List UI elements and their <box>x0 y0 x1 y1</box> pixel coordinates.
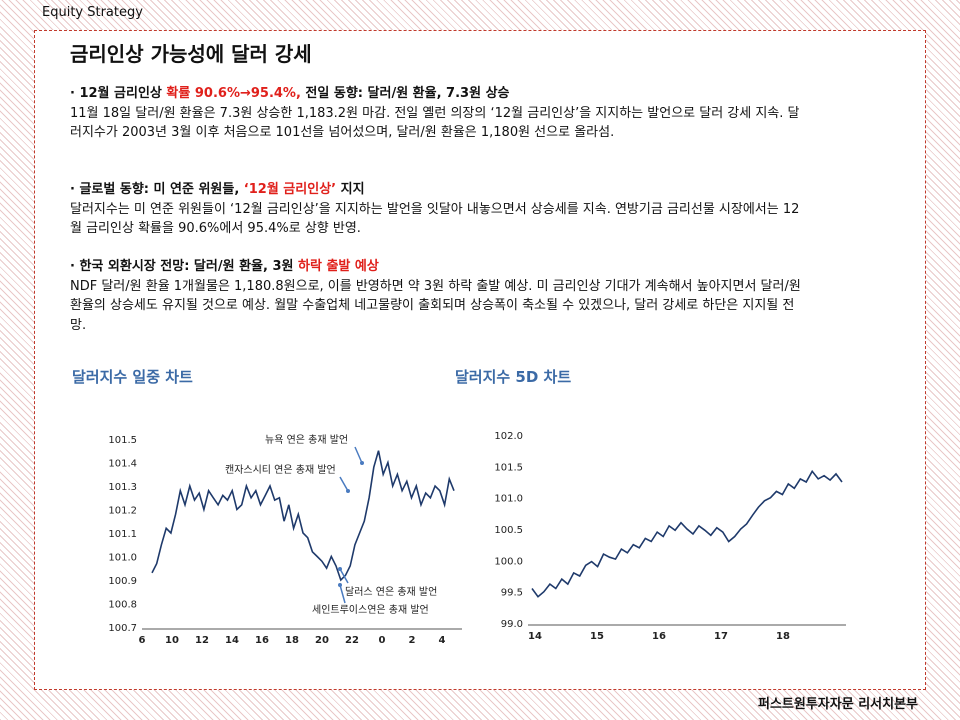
section-1-heading: · 12월 금리인상 확률 90.6%→95.4%, 전일 동향: 달러/원 환… <box>70 84 810 104</box>
chart-1-ytick: 101.3 <box>108 482 137 493</box>
chart-2-xtick: 16 <box>652 631 666 642</box>
chart-2-ytick: 102.0 <box>494 431 523 442</box>
chart-1-annotation-arrow <box>339 476 349 492</box>
section-2: · 글로벌 동향: 미 연준 위원들, ‘12월 금리인상’ 지지 달러지수는 … <box>70 180 810 239</box>
intraday-chart: 101.5 101.4 101.3 101.2 101.1 101.0 100.9 100.8… <box>108 434 462 646</box>
chart-1-ytick: 100.7 <box>108 623 137 634</box>
chart-1-annotation-arrowhead <box>346 489 350 493</box>
section-1-heading-red: 확률 90.6%→95.4%, <box>166 86 301 101</box>
chart-1-annotation-arrow <box>354 446 363 464</box>
five-day-chart: 102.0 101.5 101.0 100.5 100.0 99.5 99.0 14 15 16 1… <box>494 431 846 642</box>
chart-2-xtick: 17 <box>714 631 728 642</box>
chart-1-annotation: 달러스 연은 총재 발언 <box>345 586 437 598</box>
chart-1-xtick: 2 <box>409 635 416 646</box>
section-1: · 12월 금리인상 확률 90.6%→95.4%, 전일 동향: 달러/원 환… <box>70 84 810 143</box>
chart-1-xtick: 0 <box>379 635 386 646</box>
chart-1-xtick: 18 <box>285 635 299 646</box>
chart-1-series-line <box>151 450 455 582</box>
section-3-heading-a: · 한국 외환시장 전망: 달러/원 환율, 3원 <box>70 259 298 274</box>
chart-2-xtick: 14 <box>528 631 542 642</box>
chart-1-xtick: 12 <box>195 635 209 646</box>
chart-1-xtick: 14 <box>225 635 239 646</box>
footer-label: 퍼스트원투자자문 리서치본부 <box>757 697 918 712</box>
chart-2-title: 달러지수 5D 차트 <box>455 368 572 386</box>
chart-2-ytick: 101.0 <box>494 494 523 505</box>
chart-1-ytick: 100.9 <box>108 576 137 587</box>
chart-1-xtick: 4 <box>439 635 446 646</box>
section-3-body: NDF 달러/원 환율 1개월물은 1,180.8원으로, 이를 반영하면 약 … <box>70 278 801 333</box>
chart-2-xtick: 15 <box>590 631 604 642</box>
chart-1-annotation: 뉴욕 연은 총재 발언 <box>265 434 348 446</box>
section-3-heading-red: 하락 출발 예상 <box>298 259 379 274</box>
chart-1-ytick: 101.4 <box>108 459 137 470</box>
chart-1-xtick: 16 <box>255 635 269 646</box>
chart-1-annotation: 세인트루이스연은 총재 발언 <box>312 604 429 616</box>
section-1-heading-b: 전일 동향: 달러/원 환율, 7.3원 상승 <box>300 86 510 101</box>
chart-1-xtick: 20 <box>315 635 329 646</box>
chart-2-xtick: 18 <box>776 631 790 642</box>
chart-1-annotation: 캔자스시티 연은 총재 발언 <box>225 464 336 476</box>
chart-1-ytick: 101.5 <box>108 435 137 446</box>
chart-1-xtick: 10 <box>165 635 179 646</box>
section-2-heading: · 글로벌 동향: 미 연준 위원들, ‘12월 금리인상’ 지지 <box>70 180 810 200</box>
chart-1-annotation-arrowhead <box>338 567 342 571</box>
chart-2-ytick: 99.5 <box>501 588 523 599</box>
chart-1-annotation-arrowhead <box>338 583 342 587</box>
chart-1-annotation-arrow <box>339 584 346 604</box>
header-label: Equity Strategy <box>42 5 143 20</box>
chart-2-ytick: 100.0 <box>494 556 523 567</box>
chart-1-ytick: 101.0 <box>108 553 137 564</box>
chart-1-title: 달러지수 일중 차트 <box>72 368 193 386</box>
chart-1-xtick: 6 <box>139 635 146 646</box>
section-2-heading-a: · 글로벌 동향: 미 연준 위원들, <box>70 182 244 197</box>
chart-1-annotation-arrowhead <box>360 461 364 465</box>
chart-1-ytick: 101.2 <box>108 506 137 517</box>
chart-2-ytick: 101.5 <box>494 462 523 473</box>
section-1-heading-a: · 12월 금리인상 <box>70 86 167 101</box>
chart-2-series-line <box>531 469 843 598</box>
chart-1-annotation-arrow <box>339 568 349 584</box>
section-2-heading-red: ‘12월 금리인상’ <box>243 182 337 197</box>
section-2-body: 달러지수는 미 연준 위원들이 ‘12월 금리인상’을 지지하는 발언을 잇달아… <box>70 201 800 237</box>
content-panel <box>34 30 926 690</box>
chart-1-ytick: 100.8 <box>108 600 137 611</box>
chart-1-ytick: 101.1 <box>108 529 137 540</box>
chart-2-ytick: 100.5 <box>494 525 523 536</box>
section-3: · 한국 외환시장 전망: 달러/원 환율, 3원 하락 출발 예상 NDF 달… <box>70 257 810 335</box>
chart-2-ytick: 99.0 <box>501 619 523 630</box>
section-2-heading-b: 지지 <box>336 182 365 197</box>
chart-1-xtick: 22 <box>345 635 359 646</box>
page-title: 금리인상 가능성에 달러 강세 <box>70 42 312 66</box>
section-3-heading: · 한국 외환시장 전망: 달러/원 환율, 3원 하락 출발 예상 <box>70 257 810 277</box>
section-1-body: 11월 18일 달러/원 환율은 7.3원 상승한 1,183.2원 마감. 전… <box>70 105 800 141</box>
